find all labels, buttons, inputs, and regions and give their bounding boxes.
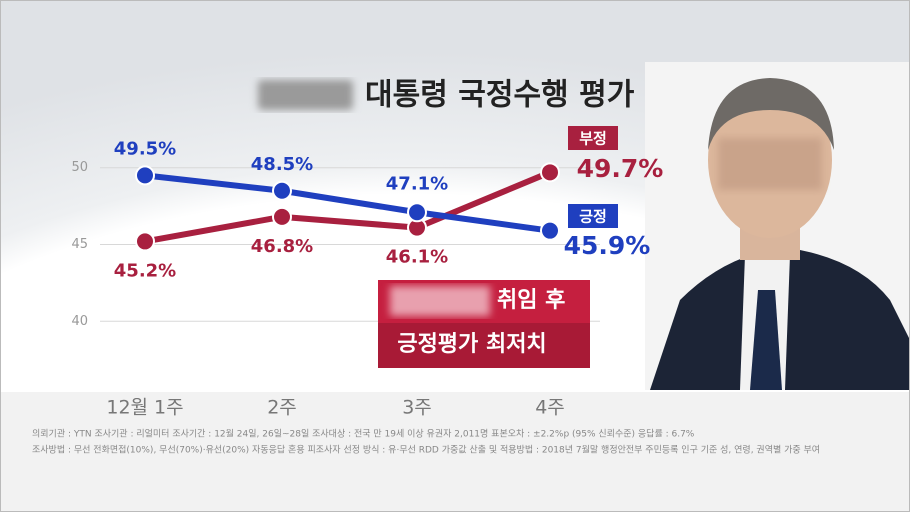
point bbox=[272, 206, 292, 227]
portrait bbox=[645, 62, 910, 390]
value-label: 46.8% bbox=[251, 236, 313, 257]
value-label: 46.1% bbox=[386, 247, 448, 268]
series-line bbox=[144, 169, 552, 245]
x-tick-label: 3주 bbox=[402, 397, 432, 419]
y-tick-label: 50 bbox=[71, 160, 88, 175]
point bbox=[407, 202, 427, 223]
point bbox=[135, 231, 155, 252]
footnote: 의뢰기관 : YTN 조사기관 : 리얼미터 조사기간 : 12월 24일, 2… bbox=[32, 428, 695, 440]
annotation: 긍정평가 최저치 bbox=[397, 332, 546, 357]
value-label: 49.5% bbox=[114, 138, 176, 159]
annotation: 취임 후 bbox=[497, 288, 565, 313]
x-tick-label: 12월 1주 bbox=[106, 397, 183, 419]
footnote: 조사방법 : 무선 전화면접(10%), 무선(70%)·유선(20%) 자동응… bbox=[32, 444, 820, 456]
value-label: 45.2% bbox=[114, 260, 176, 281]
legend-label: 긍정 bbox=[579, 208, 607, 226]
value-label: 49.7% bbox=[577, 154, 664, 183]
point bbox=[540, 220, 560, 241]
point bbox=[135, 165, 155, 186]
value-label: 45.9% bbox=[564, 231, 651, 260]
point bbox=[540, 162, 560, 183]
value-label: 47.1% bbox=[386, 173, 448, 194]
y-tick-label: 45 bbox=[71, 237, 88, 252]
blurred-text bbox=[390, 286, 490, 316]
x-tick-label: 2주 bbox=[267, 397, 297, 419]
legend-swatch bbox=[568, 126, 618, 150]
annotation-box bbox=[378, 280, 590, 368]
x-tick-label: 4주 bbox=[535, 397, 565, 419]
legend-swatch bbox=[568, 204, 618, 228]
legend-label: 부정 bbox=[579, 130, 607, 148]
value-label: 48.5% bbox=[251, 154, 313, 175]
footer-band bbox=[0, 392, 910, 512]
blurred-name bbox=[258, 80, 353, 110]
y-tick-label: 40 bbox=[71, 314, 88, 329]
chart-title: 대통령 국정수행 평가 bbox=[365, 78, 635, 113]
series-line bbox=[144, 172, 551, 234]
point bbox=[272, 180, 292, 201]
